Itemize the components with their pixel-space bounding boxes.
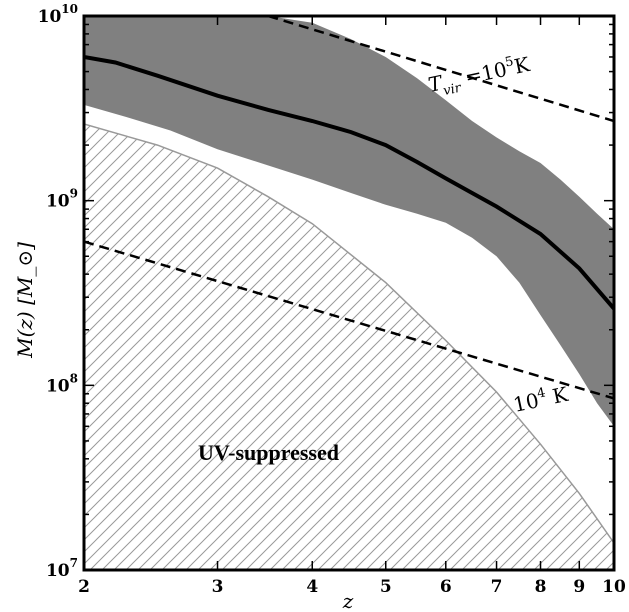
tvir-1e5-line	[267, 16, 614, 123]
x-tick-label: 8	[535, 577, 547, 597]
tvir-1e4-label: 104 K	[511, 381, 571, 417]
plot-frame	[82, 14, 616, 572]
tvir-1e5-label: Tvir =105K	[426, 51, 534, 102]
uv-suppressed-region	[84, 124, 614, 570]
x-ticks: 2 3 4 5 6 7 8 9 10	[78, 16, 626, 597]
x-tick-label: 3	[212, 577, 224, 597]
x-tick-label: 9	[573, 577, 585, 597]
y-tick-label: 108	[46, 371, 78, 396]
tvir-1e4-line	[84, 240, 614, 400]
x-tick-label: 2	[78, 577, 90, 597]
x-tick-label: 6	[440, 577, 452, 597]
uv-suppressed-boundary	[84, 123, 614, 544]
y-tick-label: 1010	[38, 2, 78, 27]
x-axis-label: z	[342, 589, 354, 612]
scatter-band	[84, 16, 614, 427]
x-tick-label: 5	[380, 577, 392, 597]
median-line	[84, 55, 614, 311]
y-ticks: 107 108 109 1010	[38, 2, 614, 581]
uv-suppressed-label: UV-suppressed	[198, 440, 339, 465]
y-tick-label: 107	[46, 556, 78, 581]
y-axis-label: M(z) [M_⊙]	[13, 242, 37, 359]
x-tick-label: 10	[602, 577, 626, 597]
y-tick-label: 109	[46, 187, 78, 212]
x-tick-label: 7	[491, 577, 503, 597]
x-tick-label: 4	[306, 577, 318, 597]
